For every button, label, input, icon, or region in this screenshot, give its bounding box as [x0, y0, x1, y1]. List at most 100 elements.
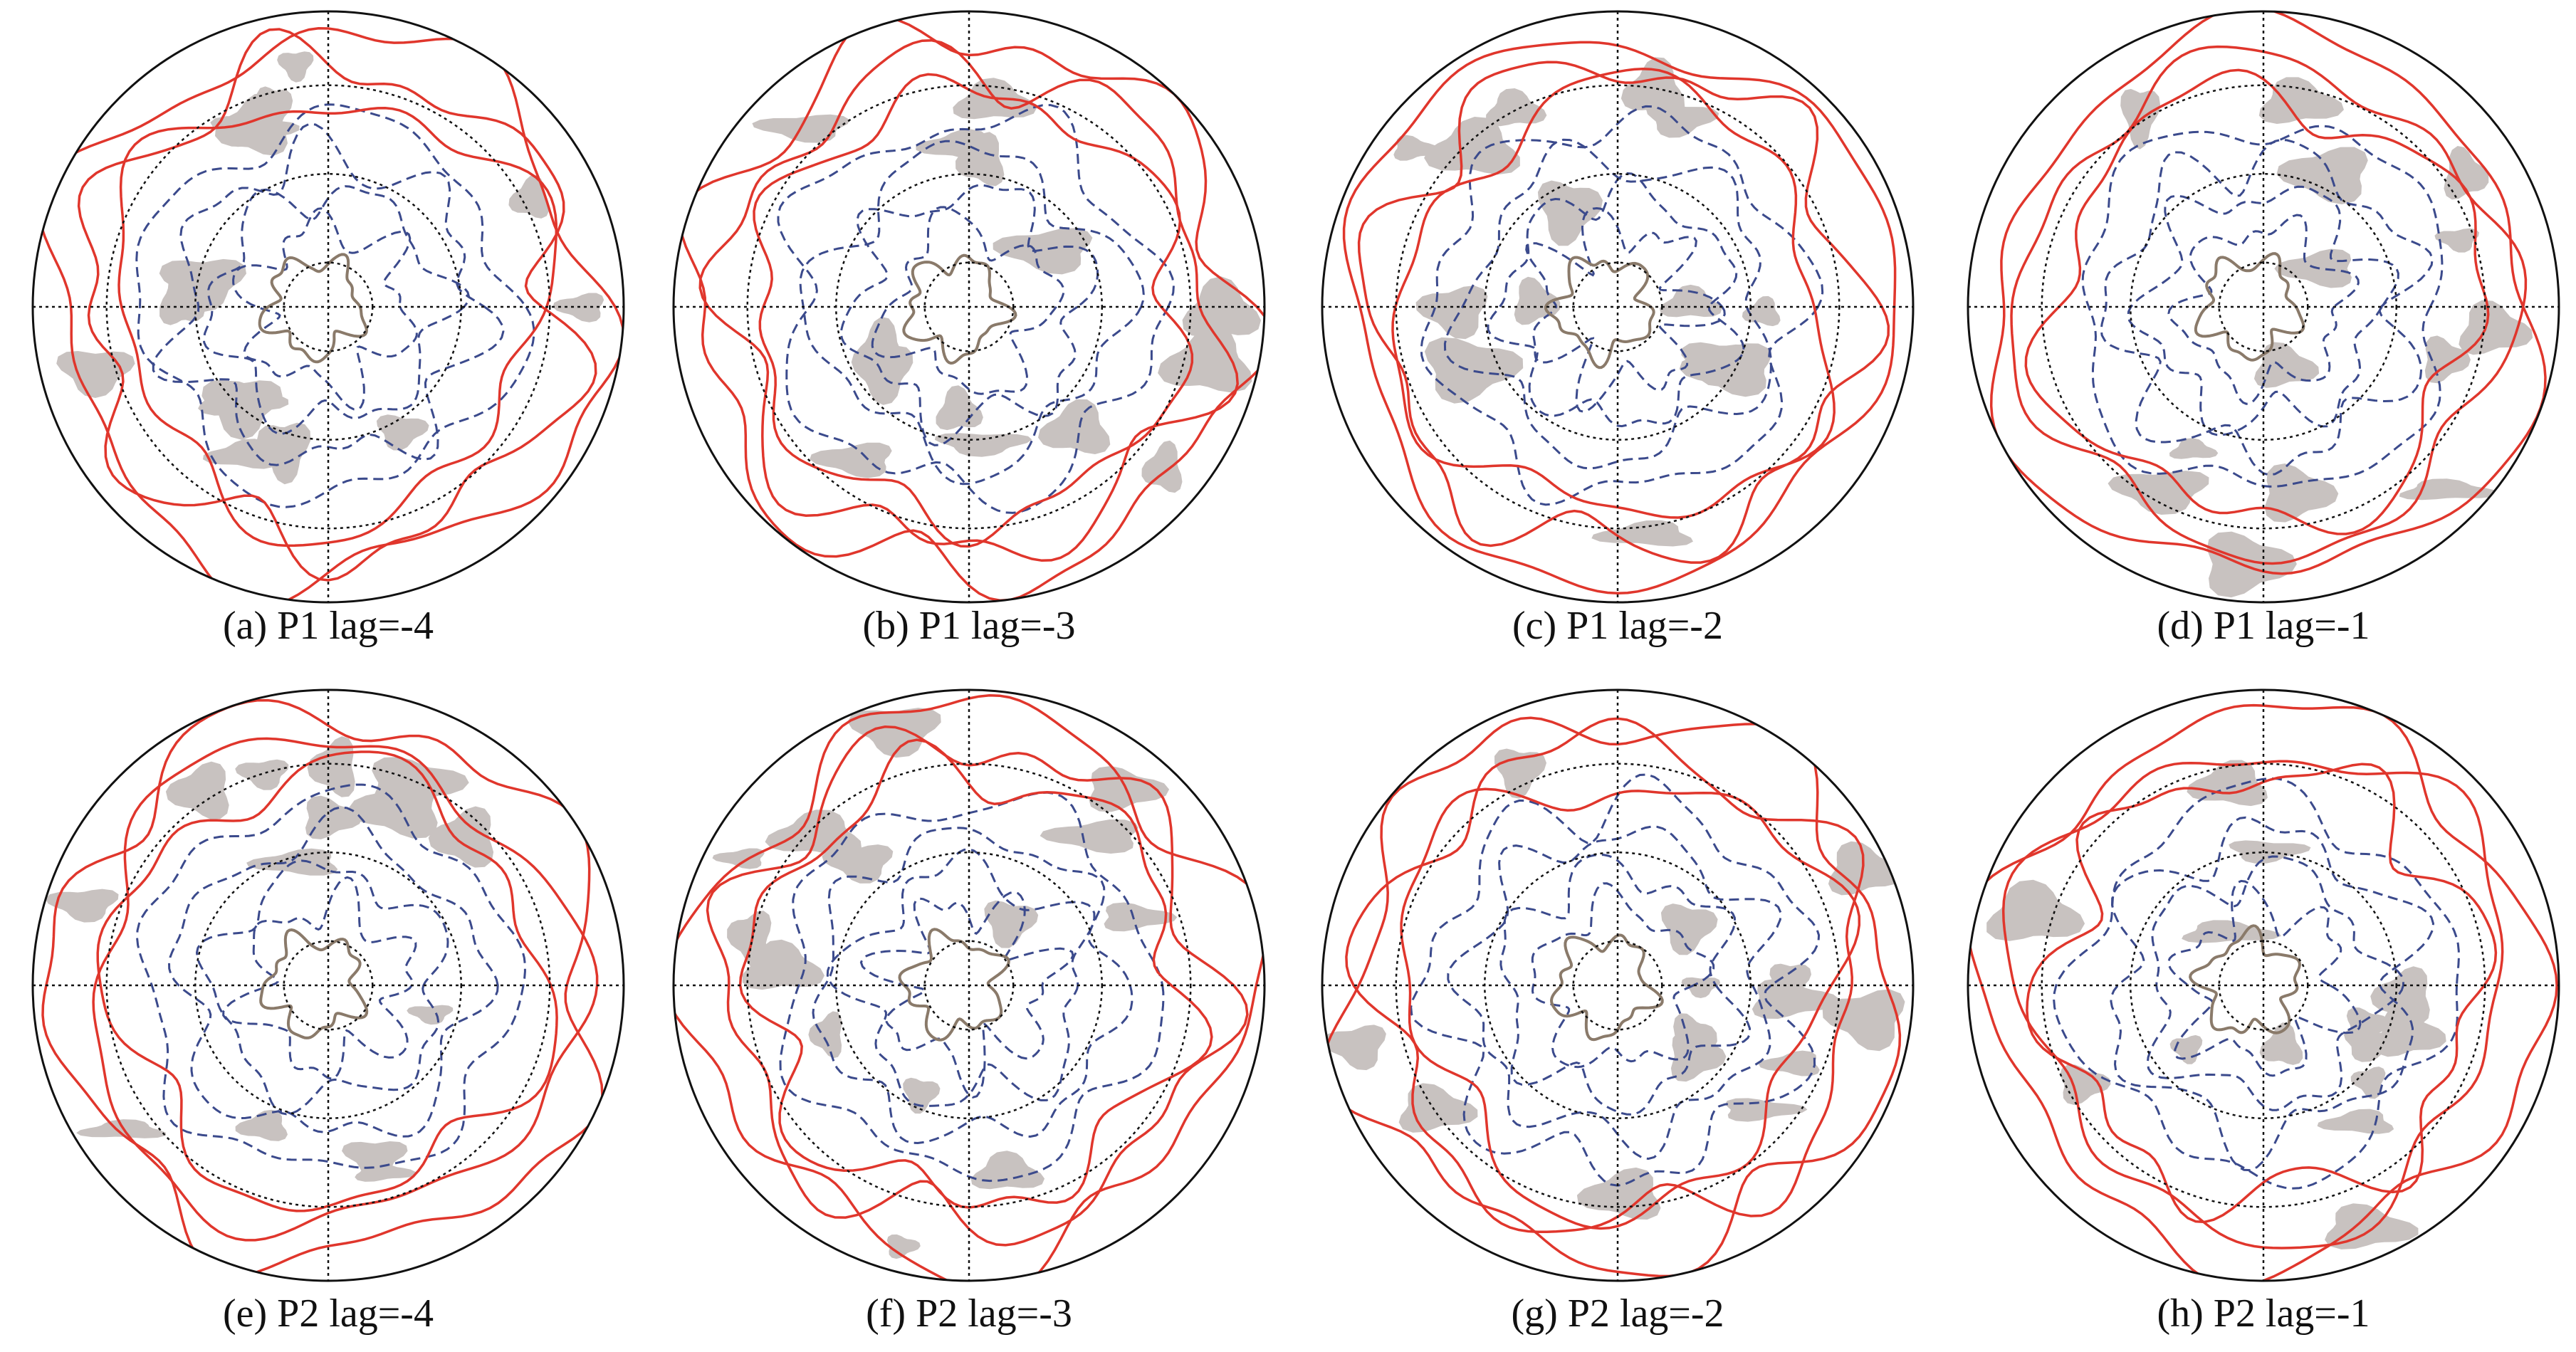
positive-contour [77, 28, 597, 582]
latitude-circle [746, 84, 1192, 530]
shading [277, 51, 314, 83]
panel-caption: (b) P1 lag=-3 [862, 604, 1075, 648]
map-border [31, 688, 625, 1282]
shading [2169, 438, 2219, 459]
shading [712, 848, 765, 869]
negative-contour [1525, 206, 1726, 413]
map-border [1321, 10, 1915, 604]
negative-contour [839, 184, 1099, 446]
map-content [1342, 41, 1897, 595]
shading [2182, 920, 2281, 943]
negative-contour [1499, 853, 1752, 1116]
shading [348, 777, 438, 839]
map-panel: (e) P2 lag=-4 [31, 688, 625, 1336]
shading [822, 844, 894, 884]
shading [1038, 399, 1111, 454]
map-panel: (f) P2 lag=-3 [672, 688, 1266, 1336]
shading [2206, 531, 2297, 598]
shading [1040, 819, 1138, 854]
negative-contour [2053, 777, 2460, 1190]
map-panel: (g) P2 lag=-2 [1321, 688, 1915, 1336]
shading [1681, 977, 1721, 998]
positive-contour [1342, 41, 1897, 595]
shading [2325, 1203, 2419, 1249]
map-border [1967, 688, 2560, 1282]
shading [1828, 841, 1903, 896]
shading [1537, 180, 1603, 246]
shading [235, 1109, 288, 1141]
shading [765, 809, 862, 856]
shading [376, 414, 429, 451]
negative-contour [1487, 172, 1745, 428]
shading [1591, 520, 1693, 547]
panel-caption: (c) P1 lag=-2 [1512, 604, 1723, 648]
shading [2259, 1022, 2303, 1065]
coastline [2189, 924, 2301, 1034]
negative-contour [1443, 138, 1773, 470]
coastline [1544, 256, 1655, 370]
positive-contour [679, 16, 1265, 602]
shading [1141, 440, 1183, 493]
map-panel: (h) P2 lag=-1 [1967, 688, 2560, 1336]
shading [1621, 57, 1685, 116]
shading [1660, 903, 1718, 955]
shading [2346, 1007, 2389, 1044]
negative-contour [167, 806, 499, 1138]
shading [2258, 77, 2344, 124]
map-border [672, 688, 1266, 1282]
latitude-circle [2041, 84, 2486, 530]
positive-contour [1989, 11, 2547, 575]
panel-caption: (e) P2 lag=-4 [223, 1291, 434, 1336]
shading [1415, 285, 1488, 340]
shading [2060, 1064, 2111, 1106]
negative-contour [1420, 105, 1824, 506]
shading [886, 1234, 921, 1259]
map-content [1989, 11, 2547, 598]
positive-contour [96, 750, 558, 1212]
shading [1670, 1030, 1727, 1082]
shading [2276, 147, 2368, 204]
positive-contour [41, 698, 604, 1278]
latitude-circle [105, 84, 551, 530]
map-content [36, 27, 624, 602]
negative-contour [812, 827, 1133, 1145]
shading [2264, 463, 2339, 523]
shading [742, 939, 824, 990]
shading [808, 1011, 842, 1059]
map-content [1322, 716, 1905, 1278]
shading [2187, 760, 2268, 807]
shading [307, 736, 355, 797]
shading [508, 175, 550, 219]
latitude-circle [2041, 763, 2486, 1208]
negative-contour [2110, 816, 2435, 1172]
shading [2434, 228, 2479, 253]
latitude-circle [746, 763, 1192, 1208]
shading [305, 795, 362, 839]
shading [342, 1141, 408, 1178]
shading [2253, 342, 2320, 388]
shading [45, 889, 119, 923]
positive-contour [1345, 717, 1865, 1234]
shading [1742, 295, 1781, 327]
shading [407, 1005, 454, 1025]
shading [1759, 1050, 1820, 1076]
shading [1158, 327, 1252, 393]
shading [1398, 1083, 1478, 1133]
map-panel: (c) P1 lag=-2 [1321, 10, 1915, 648]
panel-caption: (f) P2 lag=-3 [866, 1291, 1072, 1336]
positive-contour [674, 694, 1265, 1281]
negative-contour [826, 848, 1096, 1108]
shading [2350, 1067, 2386, 1099]
shading [256, 422, 311, 485]
shading [1486, 88, 1547, 127]
panel-caption: (g) P2 lag=-2 [1511, 1291, 1724, 1336]
shading [810, 442, 892, 478]
shading [1424, 117, 1520, 175]
map-border [1967, 10, 2560, 604]
shading [903, 1077, 941, 1114]
negative-contour [202, 185, 471, 435]
coastline [258, 253, 368, 364]
shading [852, 316, 908, 382]
negative-contour [232, 207, 418, 411]
